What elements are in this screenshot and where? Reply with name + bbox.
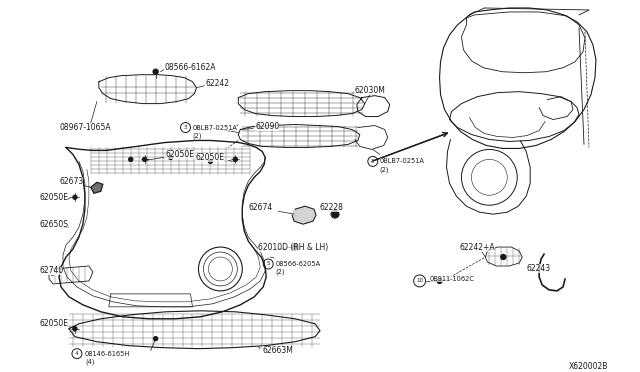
Text: (2): (2): [193, 132, 202, 139]
Text: 08146-6165H: 08146-6165H: [85, 351, 130, 357]
Circle shape: [437, 278, 442, 283]
Circle shape: [209, 159, 212, 163]
Text: 0BLB7-0251A: 0BLB7-0251A: [193, 125, 237, 131]
Text: 4: 4: [75, 351, 79, 356]
Circle shape: [168, 155, 173, 159]
Circle shape: [143, 157, 147, 161]
Text: 62650S: 62650S: [39, 219, 68, 229]
Text: 62242+A: 62242+A: [460, 243, 495, 251]
Text: 62740: 62740: [39, 266, 63, 275]
Text: 5: 5: [266, 262, 270, 266]
Text: X620002B: X620002B: [569, 362, 609, 371]
Circle shape: [154, 337, 157, 341]
Text: 62663M: 62663M: [262, 346, 293, 355]
Circle shape: [129, 157, 132, 161]
Text: 62243: 62243: [526, 264, 550, 273]
Text: 62674: 62674: [248, 203, 273, 212]
Text: 62050E: 62050E: [166, 150, 195, 159]
Text: 0B911-1062C: 0B911-1062C: [429, 276, 475, 282]
Circle shape: [292, 244, 298, 250]
Text: 10: 10: [416, 278, 423, 283]
Text: 62050E: 62050E: [39, 319, 68, 328]
Text: 0BLB7-0251A: 0BLB7-0251A: [380, 158, 425, 164]
Text: 08967-1065A: 08967-1065A: [59, 123, 111, 132]
Circle shape: [153, 69, 158, 74]
Text: 62242: 62242: [205, 79, 229, 88]
Polygon shape: [91, 182, 103, 193]
Text: 62050E: 62050E: [39, 193, 68, 202]
Text: 08566-6205A: 08566-6205A: [275, 261, 320, 267]
Circle shape: [501, 254, 506, 260]
Text: 62050E: 62050E: [195, 153, 225, 162]
Text: (2): (2): [380, 166, 389, 173]
Text: 3: 3: [371, 159, 374, 164]
Text: (2): (2): [275, 269, 285, 275]
Text: 08566-6162A: 08566-6162A: [164, 63, 216, 72]
Polygon shape: [292, 206, 316, 224]
Text: 62228: 62228: [320, 203, 344, 212]
Text: (4): (4): [85, 358, 95, 365]
Circle shape: [332, 211, 338, 217]
Text: 62673: 62673: [59, 177, 83, 186]
Text: 62090: 62090: [255, 122, 280, 131]
Text: 3: 3: [184, 125, 188, 130]
Circle shape: [73, 327, 77, 331]
Circle shape: [73, 195, 77, 199]
Circle shape: [234, 157, 237, 161]
Text: 62010D (RH & LH): 62010D (RH & LH): [258, 243, 328, 251]
Text: 62030M: 62030M: [355, 86, 386, 95]
